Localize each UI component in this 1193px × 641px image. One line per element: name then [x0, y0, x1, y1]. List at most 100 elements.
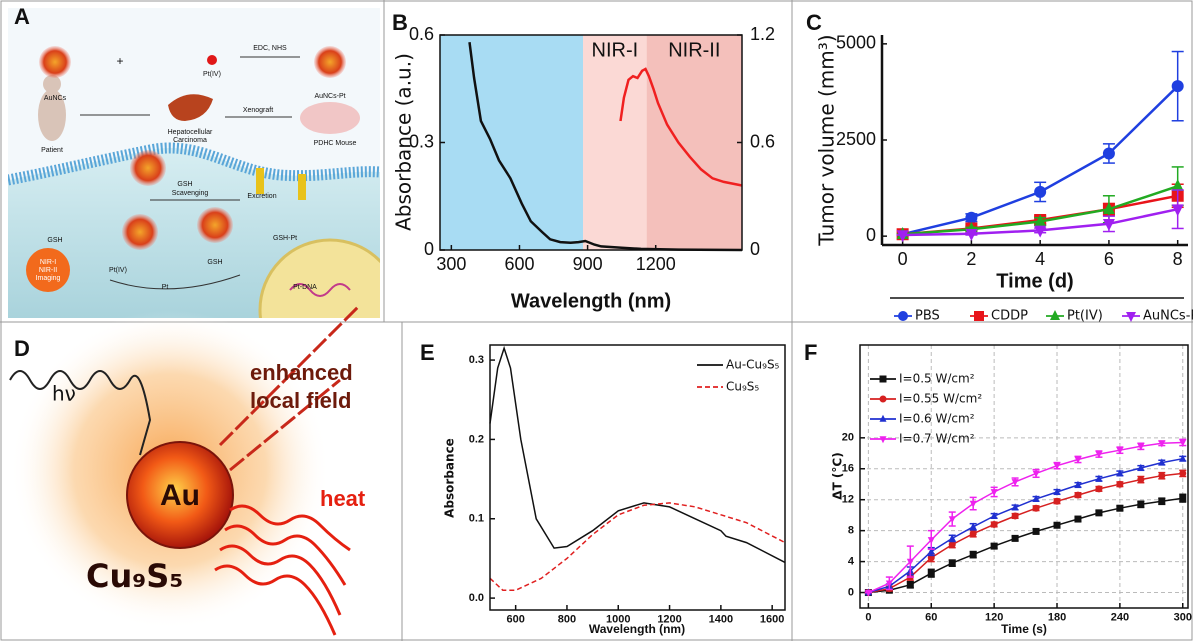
legend-marker [898, 311, 908, 321]
marker [1095, 509, 1102, 516]
schematic-label: GSH [47, 237, 62, 244]
schematic-label: Patient [41, 147, 63, 154]
marker [1158, 472, 1165, 479]
figure: AuNCs+Pt(IV)EDC, NHSAuNCs-PtPatientHepat… [0, 0, 1193, 641]
marker [1179, 470, 1186, 477]
x-tick-label: 6 [1104, 249, 1114, 269]
schematic-label: Pt-DNA [293, 284, 317, 291]
marker [970, 501, 977, 508]
schematic-label: NIR-II [39, 267, 57, 274]
marker [907, 581, 914, 588]
schematic-label: Xenograft [243, 107, 273, 114]
y-tick-label: 0.2 [469, 433, 484, 445]
region [440, 35, 583, 250]
marker [1033, 505, 1040, 512]
panel-letter: F [804, 340, 817, 365]
field-label: enhanced [250, 360, 353, 385]
heat-label: heat [320, 486, 366, 511]
photon-label: hν [52, 382, 76, 406]
x-tick-label: 0 [865, 611, 871, 623]
marker [1158, 498, 1165, 505]
marker [1033, 528, 1040, 535]
pt-iv-dot [207, 55, 217, 65]
schematic-label: Carcinoma [173, 137, 207, 144]
page: AuNCs+Pt(IV)EDC, NHSAuNCs-PtPatientHepat… [0, 0, 1193, 641]
gold-cluster [122, 214, 158, 250]
marker [1137, 476, 1144, 483]
x-tick-label: 60 [925, 611, 937, 623]
chart-panel: F060120180240300048121620Time (s)ΔT (°C)… [804, 340, 1192, 636]
y-tick-label: 0.0 [469, 592, 484, 604]
x-axis-label: Time (s) [1001, 622, 1047, 636]
y-tick-label: 5000 [836, 33, 876, 53]
x-tick-label: 8 [1173, 249, 1183, 269]
gold-cluster [314, 46, 346, 78]
panel-letter: C [806, 10, 822, 35]
x-tick-label: 240 [1111, 611, 1129, 623]
marker [970, 551, 977, 558]
y-tick-label: 20 [842, 432, 854, 444]
marker [991, 543, 998, 550]
marker [1116, 505, 1123, 512]
legend-marker [880, 376, 887, 383]
x-tick-label: 1600 [760, 613, 784, 625]
schematic-label: GSH [177, 181, 192, 188]
y-tick-label: 2500 [836, 129, 876, 149]
panel-d-schematic [10, 305, 360, 635]
marker [970, 530, 977, 537]
legend-label: CDDP [991, 309, 1028, 324]
y-tick-label: 4 [848, 555, 855, 567]
marker [1074, 492, 1081, 499]
schematic-label: AuNCs [44, 95, 67, 102]
x-tick-label: 600 [506, 613, 524, 625]
schematic-label: PDHC Mouse [314, 140, 357, 147]
schematic-label: Pt(IV) [109, 267, 127, 274]
y-tick-label: 0.6 [409, 24, 434, 44]
y-tick-label: 0 [866, 225, 876, 245]
y2-tick-label: 0.6 [750, 131, 775, 151]
region [583, 35, 647, 250]
schematic-label: GSH [207, 259, 222, 266]
schematic-label: AuNCs-Pt [314, 93, 345, 100]
x-tick-label: 1200 [636, 254, 676, 274]
y2-tick-label: 0 [750, 239, 760, 259]
x-axis-label: Wavelength (nm) [511, 290, 671, 312]
panel-letter: E [420, 340, 435, 365]
marker [1179, 455, 1186, 462]
legend-label: I=0.55 W/cm² [899, 392, 982, 406]
chart-panel: E60080010001200140016000.00.10.20.3Wavel… [420, 340, 785, 636]
x-tick-label: 2 [966, 249, 976, 269]
schematic-label: GSH-Pt [273, 235, 297, 242]
x-tick-label: 4 [1035, 249, 1045, 269]
x-axis-label: Time (d) [996, 270, 1073, 292]
chart-panel: BNIR-INIR-II300600900120000.30.600.61.2W… [392, 10, 776, 312]
field-label: local field [250, 388, 351, 413]
y-axis-label: ΔT (°C) [831, 452, 845, 499]
marker [1012, 535, 1019, 542]
legend-label: Au-Cu₉S₅ [726, 358, 780, 372]
region-label: NIR-II [668, 39, 720, 61]
gold-cluster [197, 207, 233, 243]
schematic-label: Pt [162, 284, 169, 291]
marker [1172, 80, 1184, 92]
marker [928, 570, 935, 577]
shell-label: Cu₉S₅ [86, 557, 183, 595]
schematic-label: + [116, 54, 123, 68]
x-tick-label: 900 [573, 254, 603, 274]
transporter [298, 174, 306, 200]
marker [1116, 481, 1123, 488]
legend-label: AuNCs-Pt [1143, 309, 1193, 324]
marker [1074, 516, 1081, 523]
marker [991, 521, 998, 528]
schematic-label: Pt(IV) [203, 71, 221, 78]
y-tick-label: 0 [424, 239, 434, 259]
marker [965, 212, 977, 224]
y-tick-label: 0.3 [469, 354, 484, 366]
marker [1179, 495, 1186, 502]
marker [1034, 186, 1046, 198]
legend-marker [1126, 312, 1136, 322]
x-tick-label: 180 [1048, 611, 1066, 623]
marker [1012, 512, 1019, 519]
schematic-label: Excretion [247, 193, 276, 200]
